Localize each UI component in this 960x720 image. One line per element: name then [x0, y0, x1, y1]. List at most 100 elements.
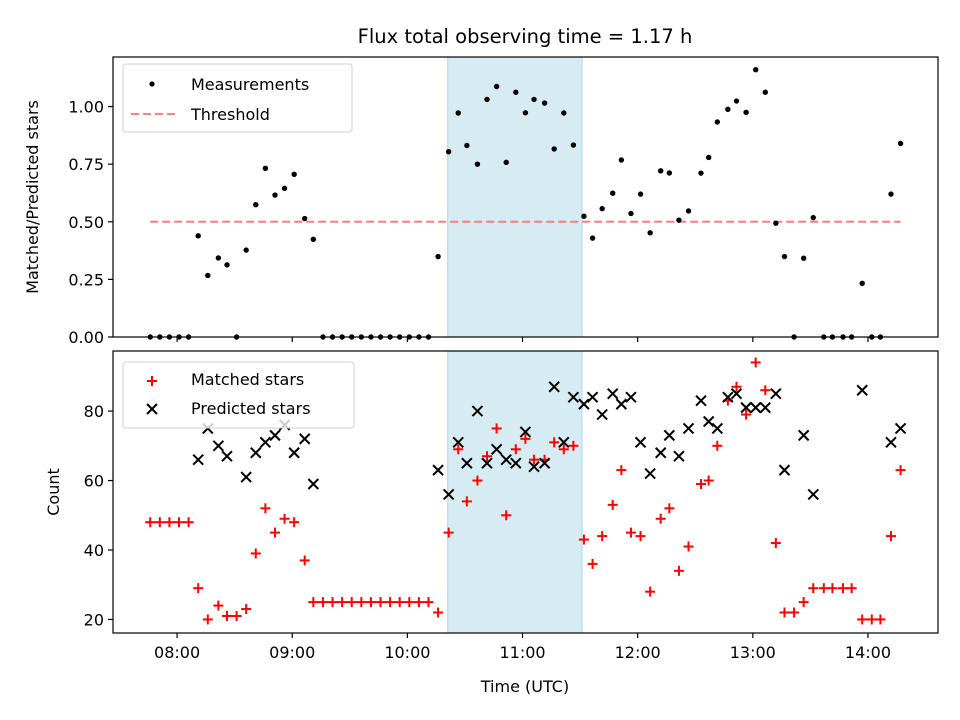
matched-point [443, 527, 454, 538]
legend-predicted-label: Predicted stars [191, 399, 311, 418]
matched-point [289, 517, 300, 528]
measurement-point [484, 96, 490, 103]
predicted-point [528, 460, 540, 473]
predicted-point [490, 443, 503, 455]
bottom-legend-box [122, 361, 355, 429]
matched-point [279, 513, 290, 524]
matched-point [183, 517, 194, 528]
matched-points [145, 357, 906, 625]
predicted-point [538, 457, 551, 469]
matched-point [308, 597, 319, 608]
measurement-point [888, 191, 894, 197]
measurement-point [435, 253, 441, 260]
bottom-xtick-label: 13:00 [730, 643, 776, 662]
predicted-point [730, 388, 743, 400]
top-panel: 0.00 0.25 0.50 0.75 1.00 Matched/Predicted s… [23, 56, 939, 347]
bottom-shaded-span [447, 350, 583, 634]
predicted-point [250, 447, 262, 459]
predicted-point [654, 447, 667, 459]
predicted-point [192, 453, 204, 466]
predicted-point [673, 450, 685, 462]
top-ytick-label: 0.75 [68, 155, 104, 174]
measurement-point [570, 142, 577, 148]
bottom-ytick-label: 20 [84, 610, 104, 629]
predicted-point [481, 457, 493, 469]
measurement-point [205, 272, 211, 279]
matched-point [712, 440, 723, 451]
matched-point [645, 586, 656, 597]
matched-point [385, 597, 396, 608]
bottom-y-axis-label: Count [44, 468, 63, 516]
predicted-point [759, 401, 771, 414]
measurement-point [253, 202, 259, 208]
legend-threshold-label: Threshold [190, 105, 270, 124]
predicted-point [471, 405, 484, 417]
predicted-point [586, 391, 599, 403]
matched-point [164, 517, 175, 528]
matched-point [818, 583, 829, 594]
matched-point [394, 597, 405, 608]
matched-point [482, 451, 493, 462]
matched-point [635, 531, 646, 542]
top-legend-box [122, 63, 353, 133]
matched-point [770, 538, 781, 549]
bottom-y-ticks: 20 40 60 80 [84, 402, 113, 629]
predicted-point [442, 488, 455, 501]
matched-point [269, 527, 280, 538]
predicted-point [778, 464, 791, 476]
legend-matched-label: Matched stars [191, 370, 304, 389]
measurement-point [513, 89, 519, 95]
matched-point [404, 597, 415, 608]
measurement-point [705, 154, 712, 161]
matched-point [299, 555, 310, 566]
matched-point [423, 597, 434, 608]
measurement-point [859, 280, 865, 287]
matched-point [529, 454, 540, 465]
predicted-point [452, 436, 464, 449]
predicted-point [259, 436, 272, 449]
matched-point [760, 385, 771, 396]
matched-point [346, 597, 357, 608]
measurement-point [897, 140, 904, 147]
bottom-xtick-label: 14:00 [845, 643, 891, 662]
measurement-point [599, 205, 605, 212]
top-y-axis-label: Matched/Predicted stars [23, 100, 42, 294]
predicted-point [607, 388, 619, 400]
predicted-point [510, 457, 522, 469]
measurement-point [676, 217, 682, 223]
matched-point [779, 607, 790, 618]
observing-span [447, 56, 583, 338]
predicted-points [192, 381, 907, 501]
measurement-point [541, 100, 548, 106]
matched-point [731, 381, 742, 392]
predicted-point [299, 433, 311, 445]
matched-point [789, 607, 800, 618]
measurement-point [291, 171, 297, 178]
chart-title: Flux total observing time = 1.17 h [358, 25, 693, 48]
predicted-point [578, 398, 590, 410]
predicted-point [644, 467, 656, 480]
matched-point [231, 610, 242, 621]
matched-point [413, 597, 424, 608]
matched-point [695, 479, 706, 490]
measurement-point [531, 96, 537, 103]
matched-point [549, 437, 560, 448]
bottom-xtick-label: 08:00 [154, 643, 200, 662]
matched-point [664, 503, 675, 514]
top-ytick-label: 0.50 [68, 213, 104, 232]
predicted-point [634, 436, 647, 449]
measurement-point [743, 109, 749, 116]
bottom-ytick-label: 60 [84, 472, 104, 491]
matched-point [741, 409, 752, 420]
predicted-point [519, 426, 532, 438]
matched-point [885, 531, 896, 542]
bottom-x-ticks: 08:00 09:00 10:00 11:00 12:00 13:00 14:00 [154, 633, 891, 662]
measurement-point [551, 146, 557, 152]
measurement-point [561, 110, 567, 116]
bottom-legend: Matched stars Predicted stars [122, 361, 355, 429]
measurement-point [224, 262, 230, 268]
measurement-point [281, 185, 288, 192]
top-ytick-label: 0.00 [68, 328, 104, 347]
matched-point [655, 513, 666, 524]
predicted-point [221, 450, 233, 462]
